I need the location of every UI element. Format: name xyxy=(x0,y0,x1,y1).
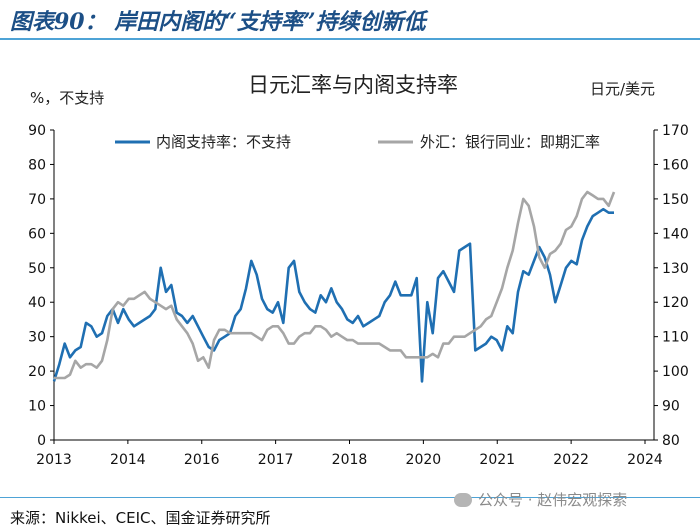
y-tick-label: 80 xyxy=(28,157,46,173)
series-lines xyxy=(52,190,616,383)
y2-tick-label: 140 xyxy=(662,226,689,242)
x-tick-label: 2024 xyxy=(627,452,663,468)
header: 图表90： 岸田内阁的“支持率”持续创新低 xyxy=(0,0,700,40)
figure-title: 图表90： 岸田内阁的“支持率”持续创新低 xyxy=(10,9,426,35)
y2-tick-label: 170 xyxy=(662,123,689,139)
y-tick-label: 10 xyxy=(28,399,46,415)
y2-tick-label: 80 xyxy=(662,433,680,449)
watermark: 公众号 · 赵伟宏观探索 xyxy=(454,489,627,510)
y2-tick-label: 100 xyxy=(662,364,689,380)
y2-tick-label: 150 xyxy=(662,192,689,208)
legend-label-left-series: 内阁支持率：不支持 xyxy=(156,133,291,151)
y2-tick-label: 120 xyxy=(662,295,689,311)
y-tick-label: 40 xyxy=(28,295,46,311)
x-tick-label: 2016 xyxy=(184,452,220,468)
axes: 0 10 20 30 40 50 60 70 80 90 80 90 100 110 120 130 140 15… xyxy=(28,123,689,468)
x-tick-label: 2014 xyxy=(110,452,146,468)
series-line-usdjpy xyxy=(54,190,616,380)
header-divider xyxy=(0,38,700,40)
wechat-icon xyxy=(454,493,472,507)
y-tick-label: 60 xyxy=(28,226,46,242)
x-tick-label: 2020 xyxy=(406,452,442,468)
y2-tick-label: 90 xyxy=(662,399,680,415)
source-note: 来源：Nikkei、CEIC、国金证券研究所 xyxy=(10,509,271,527)
x-tick-label: 2017 xyxy=(258,452,294,468)
x-tick-label: 2013 xyxy=(36,452,72,468)
chart-title: 日元汇率与内阁支持率 xyxy=(248,73,458,97)
y2-tick-label: 130 xyxy=(662,261,689,277)
x-tick-label: 2018 xyxy=(332,452,368,468)
y2-tick-label: 160 xyxy=(662,157,689,173)
legend: 内阁支持率：不支持 外汇：银行同业：即期汇率 xyxy=(115,133,600,151)
y2-tick-label: 110 xyxy=(662,330,689,346)
y-axis-label: %，不支持 xyxy=(30,89,104,107)
series-line-cabinet-disapproval xyxy=(52,207,614,383)
legend-label-right-series: 外汇：银行同业：即期汇率 xyxy=(420,133,600,151)
x-tick-label: 2022 xyxy=(553,452,589,468)
y2-axis-label: 日元/美元 xyxy=(590,80,655,98)
y-tick-label: 70 xyxy=(28,192,46,208)
y-tick-label: 50 xyxy=(28,261,46,277)
chart-svg: 日元汇率与内阁支持率 %，不支持 日元/美元 内阁支持率：不支持 外汇：银行同业… xyxy=(28,73,689,468)
y-tick-label: 30 xyxy=(28,330,46,346)
y-tick-label: 0 xyxy=(37,433,46,449)
y-tick-label: 90 xyxy=(28,123,46,139)
y-tick-label: 20 xyxy=(28,364,46,380)
watermark-text: 公众号 · 赵伟宏观探索 xyxy=(478,491,628,509)
footer-divider xyxy=(0,497,700,498)
x-tick-label: 2021 xyxy=(479,452,515,468)
